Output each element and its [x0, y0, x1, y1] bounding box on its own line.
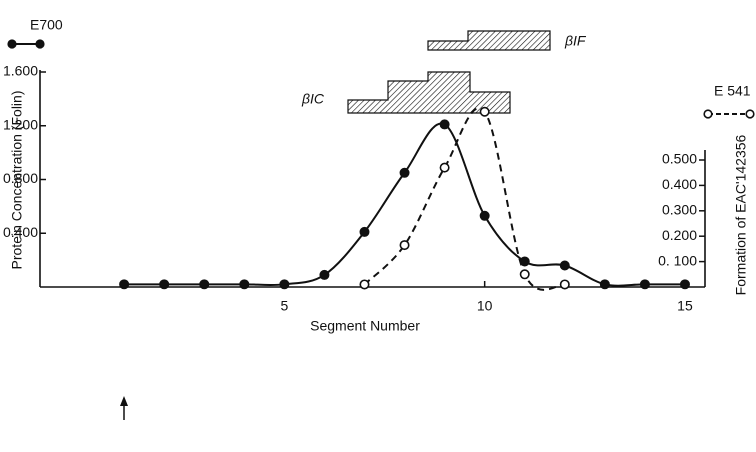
legend-label: E700 [30, 17, 63, 33]
legend-label: E 541 [714, 83, 751, 99]
data-point [199, 279, 210, 290]
y-axis-label: Protein Concentration (Folin) [9, 91, 25, 270]
data-point [359, 279, 370, 290]
series-line [363, 107, 566, 291]
data-point [559, 260, 570, 271]
data-point [119, 279, 130, 290]
data-point [399, 167, 410, 178]
data-point [519, 269, 530, 280]
y-tick-label: 1.600 [3, 63, 38, 79]
annotation: βIC [301, 91, 325, 107]
series-line [124, 122, 685, 287]
y2-tick-label: 0. 100 [658, 252, 697, 268]
x-tick-label: 15 [677, 298, 693, 314]
data-point [159, 279, 170, 290]
data-point [279, 279, 290, 290]
y2-tick-label: 0.400 [662, 176, 697, 192]
data-point [439, 162, 450, 173]
y2-tick-label: 0.300 [662, 202, 697, 218]
data-point [479, 210, 490, 221]
data-point [239, 279, 250, 290]
legend-marker [703, 109, 713, 119]
arrow-head [120, 396, 128, 406]
legend-marker [745, 109, 755, 119]
x-axis-label: Segment Number [310, 318, 420, 334]
data-point [399, 240, 410, 251]
data-point [479, 106, 490, 117]
y-tick-label: 1.200 [3, 116, 38, 132]
data-point [319, 269, 330, 280]
data-point [359, 226, 370, 237]
y2-axis-label: Formation of EAC'142356 [733, 134, 749, 295]
y2-tick-label: 0.200 [662, 227, 697, 243]
y-tick-label: 0.400 [3, 224, 38, 240]
data-point [679, 279, 690, 290]
y2-tick-label: 0.500 [662, 151, 697, 167]
data-point [439, 119, 450, 130]
hatched-block [427, 30, 551, 51]
data-point [559, 279, 570, 290]
data-point [639, 279, 650, 290]
x-tick-label: 10 [477, 298, 493, 314]
hatched-block [347, 71, 511, 114]
legend-marker [35, 39, 45, 49]
annotation: βIF [564, 33, 587, 49]
data-point [599, 279, 610, 290]
x-tick-label: 5 [280, 298, 288, 314]
y-tick-label: 0.800 [3, 170, 38, 186]
legend-marker [7, 39, 17, 49]
